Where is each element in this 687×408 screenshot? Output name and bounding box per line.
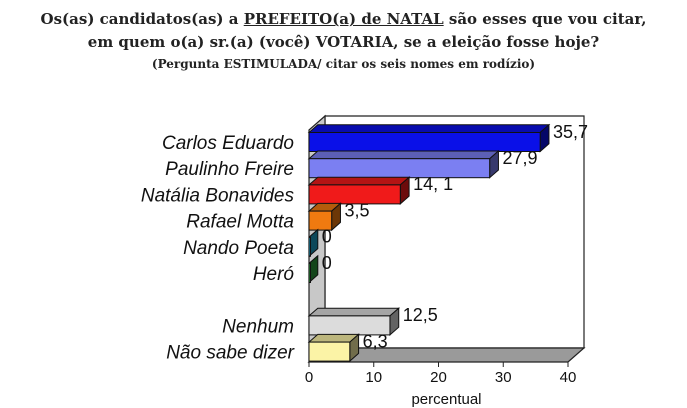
category-label: Carlos Eduardo bbox=[162, 133, 294, 154]
bar bbox=[308, 341, 351, 362]
x-tick-label: 10 bbox=[365, 369, 382, 386]
data-label: 12,5 bbox=[403, 305, 438, 325]
data-label: 6,3 bbox=[363, 331, 388, 351]
category-label: Natália Bonavides bbox=[141, 185, 295, 206]
category-label: Nando Poeta bbox=[183, 238, 294, 259]
category-label: Heró bbox=[253, 264, 295, 285]
bar-top bbox=[307, 307, 401, 317]
bar bbox=[308, 158, 491, 179]
data-label: 0 bbox=[322, 227, 332, 247]
x-tick-label: 20 bbox=[430, 369, 447, 386]
bar bbox=[308, 184, 401, 205]
data-label: 14, 1 bbox=[413, 174, 453, 194]
data-label: 3,5 bbox=[344, 200, 369, 220]
category-label: Rafael Motta bbox=[186, 212, 294, 233]
bar-top bbox=[307, 124, 551, 133]
data-label: 0 bbox=[322, 253, 332, 273]
bar bbox=[308, 236, 311, 257]
x-tick-label: 30 bbox=[495, 369, 512, 386]
bar-top bbox=[307, 176, 411, 186]
data-label: 27,9 bbox=[502, 148, 537, 168]
category-label: Não sabe dizer bbox=[166, 343, 294, 364]
category-label: Nenhum bbox=[222, 316, 294, 337]
x-tick-label: 0 bbox=[305, 369, 313, 386]
title-underlined: PREFEITO(a) de NATAL bbox=[243, 10, 444, 28]
x-axis-title: percentual bbox=[411, 391, 481, 408]
title-line-1: Os(as) candidatos(as) a PREFEITO(a) de N… bbox=[40, 10, 647, 28]
bar-top bbox=[307, 150, 500, 160]
bar bbox=[308, 263, 311, 283]
category-label: Paulinho Freire bbox=[165, 159, 294, 180]
title-line-2: em quem o(a) sr.(a) (você) VOTARIA, se a… bbox=[87, 33, 600, 51]
bar bbox=[308, 210, 333, 231]
x-tick-label: 40 bbox=[560, 369, 577, 386]
data-label: 35,7 bbox=[553, 122, 588, 142]
title-line-3: (Pergunta ESTIMULADA/ citar os seis nome… bbox=[151, 57, 536, 71]
